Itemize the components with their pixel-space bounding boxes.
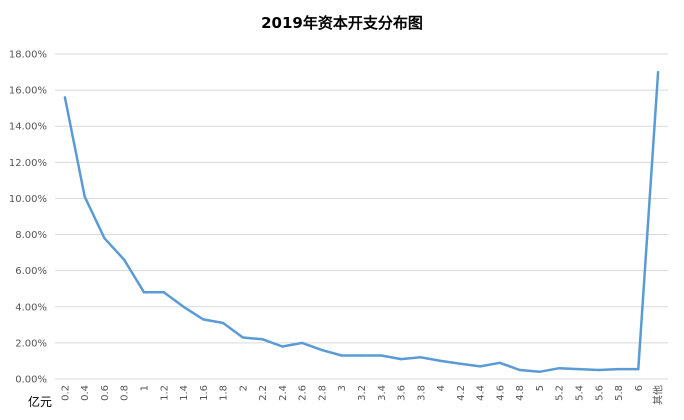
data-point [202,318,205,321]
x-tick-label: 3.8 [416,385,427,401]
x-tick-label: 4 [436,385,447,391]
x-tick-label: 4.6 [495,385,506,401]
x-tick-label: 3.4 [377,385,388,401]
data-point [123,258,126,262]
data-point [340,354,343,357]
data-point [380,354,383,357]
x-tick-label: 2 [238,385,249,391]
x-tick-label: 2.4 [278,385,289,401]
x-tick-label: 5.2 [555,385,566,401]
data-point [142,291,146,294]
y-tick-label: 0.00% [15,375,47,386]
data-point [83,195,86,198]
series-line [63,72,660,374]
y-tick-label: 16.00% [9,86,47,97]
data-point [103,236,106,240]
x-tick-label: 1 [139,385,150,391]
y-tick-label: 12.00% [9,158,47,169]
x-tick-label: 5.6 [594,385,605,401]
x-tick-label: 6 [634,385,645,391]
x-tick-label: 2.6 [298,385,309,401]
y-tick-label: 2.00% [15,338,47,349]
chart-title: 2019年资本开支分布图 [261,14,423,32]
x-tick-label: 0.4 [80,385,91,401]
x-tick-label: 0.8 [120,385,131,401]
data-point [63,96,67,99]
data-point [419,356,423,359]
x-tick-label: 2.2 [258,385,269,401]
y-tick-label: 4.00% [15,302,47,313]
x-tick-label: 5.4 [575,385,586,401]
x-axis-unit-label: 亿元 [28,395,53,409]
data-point [478,365,482,368]
data-point [439,359,442,363]
y-tick-label: 14.00% [9,122,47,133]
x-tick-label: 1.2 [159,385,170,401]
x-tick-label: 1.8 [219,385,230,401]
data-point [637,367,640,371]
y-tick-label: 6.00% [15,266,47,277]
x-tick-label: 0.2 [60,385,71,401]
x-tick-label: 3.2 [357,385,368,401]
data-point [597,368,600,372]
data-point [558,366,561,370]
y-tick-label: 18.00% [9,50,47,61]
y-tick-label: 8.00% [15,230,47,241]
data-point [281,345,284,348]
data-point [162,291,165,294]
x-tick-label: 4.2 [456,385,467,401]
data-point [360,354,363,357]
data-point [617,367,620,371]
data-point [221,321,225,325]
data-point [300,341,304,345]
x-tick-label: 3 [337,385,348,391]
x-tick-label: 3.6 [397,385,408,401]
data-point [261,338,264,341]
data-point [241,336,245,339]
x-tick-label: 4.4 [476,385,487,401]
x-tick-label: 5.8 [614,385,625,401]
data-point [538,370,541,373]
data-point [656,70,660,74]
x-tick-label: 1.6 [199,385,210,401]
x-tick-label: 1.4 [179,385,190,401]
data-point [182,305,185,308]
data-point [518,368,521,372]
data-point [577,367,581,371]
data-point [320,348,324,352]
x-tick-label: 0.6 [100,385,111,401]
x-tick-label: 其他 [652,385,665,405]
data-point [459,362,462,365]
x-tick-label: 4.8 [515,385,526,401]
data-point [399,357,403,361]
y-tick-label: 10.00% [9,194,47,205]
data-point [498,361,502,364]
x-tick-label: 2.8 [317,385,328,401]
x-tick-label: 5 [535,385,546,391]
